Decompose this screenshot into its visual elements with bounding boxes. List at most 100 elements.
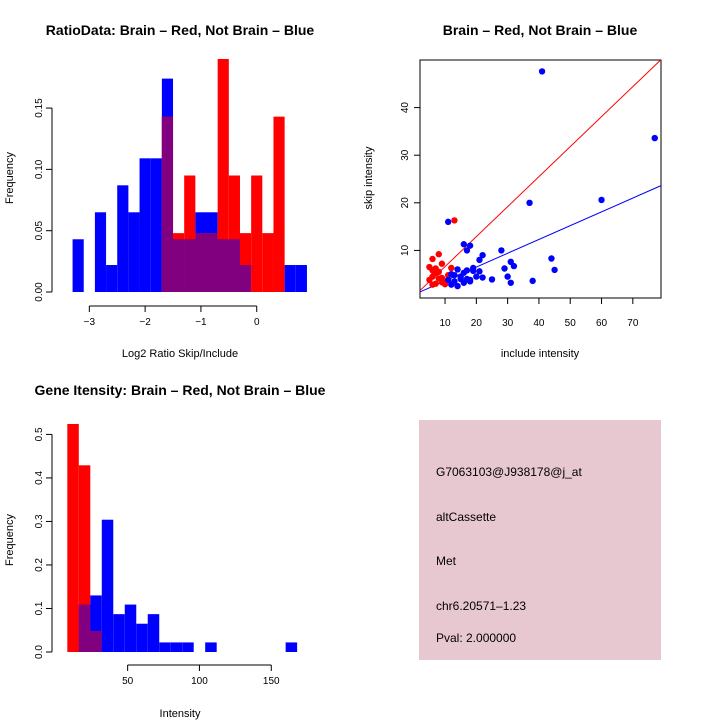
gene-histogram-axes: 50 100 150 0.0 0.1 0.2 0.3 0.4 0.5 xyxy=(34,427,280,687)
gene-y-tick-label: 0.4 xyxy=(34,471,45,485)
ratio-bar-blue xyxy=(72,239,84,292)
scatter-point-blue xyxy=(651,134,658,142)
scatter-point-blue xyxy=(454,282,461,290)
ratio-bar-red xyxy=(273,116,285,292)
scatter-point-blue xyxy=(476,268,483,275)
scatter-point-blue xyxy=(473,273,480,280)
scatter-point-red xyxy=(426,276,433,284)
ratio-bar-red xyxy=(239,233,252,292)
scatter-ylabel: skip intensity xyxy=(363,146,375,209)
scatter-point-blue xyxy=(451,271,458,279)
scatter-point-red xyxy=(451,217,458,224)
gene-x-tick-label: 50 xyxy=(122,676,134,687)
gene-y-tick-label: 0.3 xyxy=(34,514,45,528)
ratio-bar-blue xyxy=(139,158,151,292)
scatter-x-tick-label: 50 xyxy=(565,318,577,329)
gene-histogram-ylabel: Frequency xyxy=(4,514,16,566)
info-panel: G7063103@J938178@j_at altCassette Met ch… xyxy=(419,420,661,660)
scatter-point-blue xyxy=(510,262,518,270)
ratio-histogram-ylabel: Frequency xyxy=(4,152,16,204)
ratio-bar-overlap xyxy=(173,239,185,292)
scatter-point-red xyxy=(438,260,446,267)
gene-bar-blue xyxy=(101,519,114,652)
ratio-y-tick-label: 0.10 xyxy=(34,159,45,179)
scatter-plot-frame xyxy=(419,59,662,299)
gene-bar-blue xyxy=(136,623,148,652)
scatter-x-tick-label: 40 xyxy=(533,318,545,329)
gene-intensity-histogram-panel: Gene Itensity: Brain – Red, Not Brain – … xyxy=(4,382,326,720)
gene-histogram-title: Gene Itensity: Brain – Red, Not Brain – … xyxy=(35,382,326,398)
scatter-point-blue xyxy=(479,251,486,259)
ratio-bar-overlap xyxy=(239,265,252,292)
gene-bar-blue xyxy=(124,604,137,652)
ratio-bar-blue xyxy=(117,185,129,292)
scatter-point-blue xyxy=(454,266,461,273)
scatter-y-tick-label: 20 xyxy=(400,197,411,209)
ratio-y-tick-label: 0.15 xyxy=(34,98,45,118)
ratio-bar-red xyxy=(184,175,196,292)
scatter-point-blue xyxy=(488,276,496,283)
ratio-y-tick-label: 0.05 xyxy=(34,221,45,241)
gene-bar-red xyxy=(78,465,91,652)
scatter-point-blue xyxy=(507,279,514,286)
scatter-point-blue xyxy=(501,265,508,272)
scatter-x-tick-label: 70 xyxy=(627,318,639,329)
scatter-plot-area: 10 20 30 40 50 60 70 10 20 30 40 xyxy=(400,59,662,329)
info-panel-background xyxy=(419,420,661,660)
scatter-y-tick-label: 30 xyxy=(400,149,411,161)
scatter-point-blue xyxy=(538,68,546,75)
scatter-xlabel: include intensity xyxy=(501,348,580,360)
scatter-point-blue xyxy=(460,241,468,248)
pval-text: Pval: 2.000000 xyxy=(436,631,516,645)
event-type: altCassette xyxy=(436,510,496,524)
scatter-point-blue xyxy=(466,242,474,249)
scatter-point-blue xyxy=(444,218,452,226)
ratio-histogram-axes: −3 −2 −1 0 0.00 0.05 0.10 0.15 xyxy=(34,98,260,328)
ratio-histogram-title: RatioData: Brain – Red, Not Brain – Blue xyxy=(46,22,315,38)
gene-bar-overlap xyxy=(90,631,102,652)
scatter-point-blue xyxy=(470,264,477,272)
scatter-point-blue xyxy=(598,196,605,204)
scatter-x-tick-label: 60 xyxy=(596,318,608,329)
gene-bar-blue xyxy=(170,642,183,652)
gene-bar-red xyxy=(67,423,79,652)
ratio-bar-red xyxy=(262,233,274,292)
gene-histogram-xlabel: Intensity xyxy=(160,708,201,720)
scatter-point-blue xyxy=(476,256,483,264)
ratio-bar-overlap xyxy=(228,239,240,292)
gene-bar-blue xyxy=(90,595,102,652)
gene-bar-blue xyxy=(285,642,298,652)
scatter-point-blue xyxy=(457,275,464,283)
scatter-point-blue xyxy=(444,276,452,284)
ratio-bar-overlap xyxy=(195,233,207,292)
ratio-x-tick-label: −1 xyxy=(195,317,207,328)
ratio-x-tick-label: −2 xyxy=(139,317,151,328)
ratio-bar-blue xyxy=(150,158,162,292)
scatter-point-red xyxy=(448,264,455,272)
ratio-bar-red xyxy=(251,175,263,292)
scatter-point-blue xyxy=(529,277,536,285)
probe-id: G7063103@J938178@j_at xyxy=(436,465,582,479)
scatter-point-blue xyxy=(526,199,533,206)
scatter-y-tick-label: 40 xyxy=(400,102,411,114)
ratio-histogram-xlabel: Log2 Ratio Skip/Include xyxy=(122,348,238,360)
ratio-bar-overlap xyxy=(184,239,196,292)
scatter-point-blue xyxy=(504,273,511,280)
scatter-x-tick-label: 10 xyxy=(439,318,451,329)
intensity-scatter-panel: Brain – Red, Not Brain – Blue include in… xyxy=(363,22,662,360)
scatter-point-red xyxy=(429,267,436,274)
scatter-point-red xyxy=(429,281,436,288)
genomic-location: chr6.20571–1.23 xyxy=(436,599,526,613)
gene-y-tick-label: 0.0 xyxy=(34,645,45,659)
scatter-point-blue xyxy=(551,266,558,274)
gene-bar-blue xyxy=(113,614,125,652)
scatter-point-blue xyxy=(548,255,555,262)
scatter-point-blue xyxy=(498,247,505,254)
ratio-bar-blue xyxy=(284,265,296,292)
gene-x-tick-label: 100 xyxy=(191,676,208,687)
ratio-x-tick-label: 0 xyxy=(254,317,260,328)
ratio-bar-overlap xyxy=(206,233,218,292)
ratio-bar-overlap xyxy=(217,239,229,292)
ratio-bar-blue xyxy=(295,265,307,292)
